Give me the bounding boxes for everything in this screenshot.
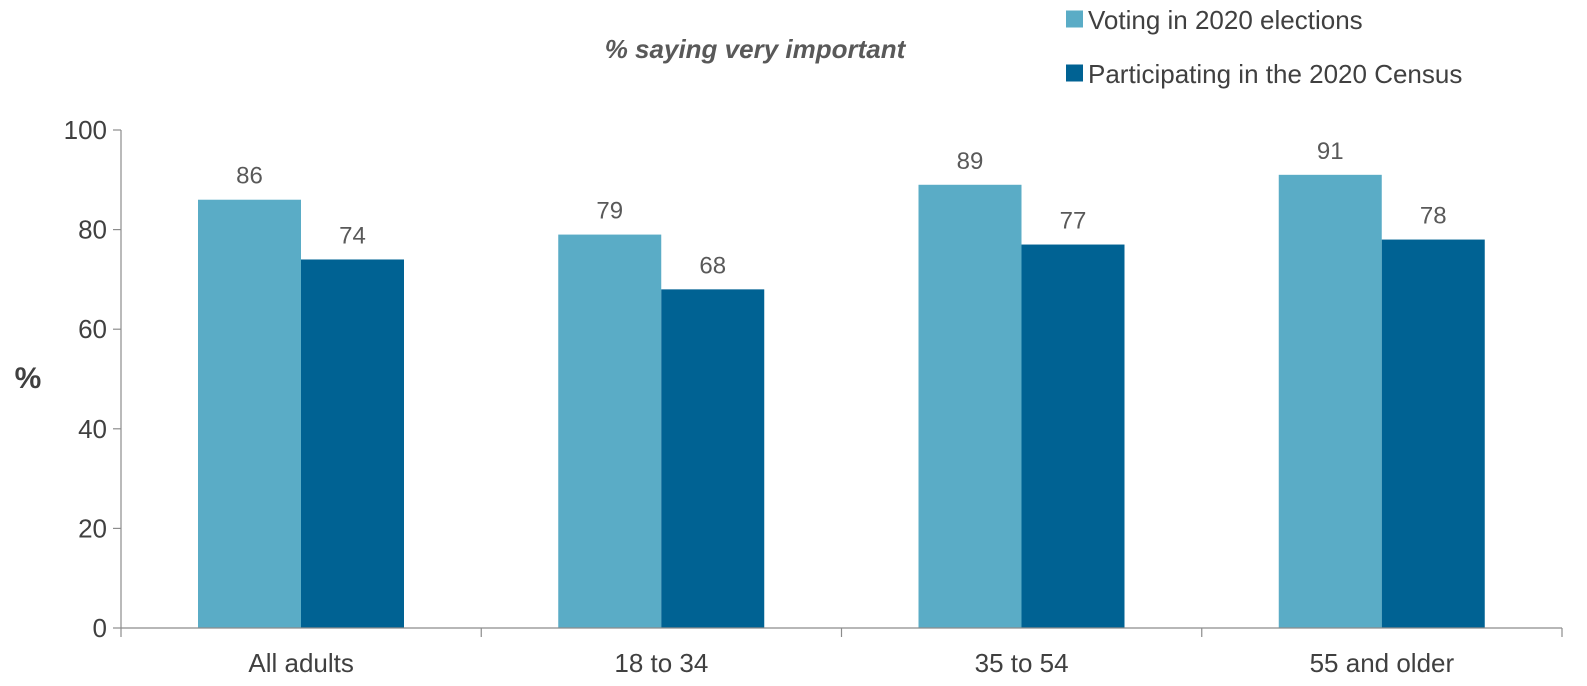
legend: Voting in 2020 elections Participating in…: [1066, 5, 1462, 89]
legend-label: Participating in the 2020 Census: [1088, 59, 1462, 89]
bar: [301, 259, 404, 628]
data-label: 91: [1317, 138, 1344, 165]
y-tick-label: 20: [78, 513, 107, 543]
data-label: 78: [1420, 203, 1447, 230]
y-axis-label: %: [15, 362, 42, 395]
y-tick-label: 60: [78, 314, 107, 344]
data-label: 86: [236, 163, 263, 190]
data-label: 79: [596, 198, 623, 225]
data-label: 77: [1060, 208, 1087, 235]
bar: [1278, 174, 1382, 628]
y-axis: 0 20 40 60 80 100: [64, 115, 122, 643]
chart-subtitle: % saying very important: [605, 34, 907, 64]
y-tick-label: 80: [78, 215, 107, 245]
x-tick-label: 35 to 54: [975, 648, 1069, 678]
y-tick-label: 40: [78, 414, 107, 444]
bars-group: 86 74 79 68 89 77 91 78: [198, 138, 1485, 629]
x-tick-label: All adults: [248, 648, 354, 678]
data-label: 89: [957, 148, 984, 175]
legend-swatch: [1066, 64, 1083, 82]
y-tick-label: 100: [64, 115, 107, 145]
data-label: 74: [339, 222, 366, 249]
y-tick-label: 0: [93, 613, 107, 643]
legend-label: Voting in 2020 elections: [1088, 5, 1363, 35]
data-label: 68: [699, 252, 726, 279]
bar: [198, 199, 301, 628]
bar: [1381, 239, 1485, 628]
bar: [661, 289, 765, 628]
legend-swatch: [1066, 10, 1083, 28]
bar: [1021, 244, 1125, 629]
bar: [558, 234, 662, 628]
bar: [918, 184, 1022, 628]
x-tick-label: 55 and older: [1310, 648, 1455, 678]
x-axis: All adults 18 to 34 35 to 54 55 and older: [120, 627, 1563, 678]
x-tick-label: 18 to 34: [614, 648, 708, 678]
